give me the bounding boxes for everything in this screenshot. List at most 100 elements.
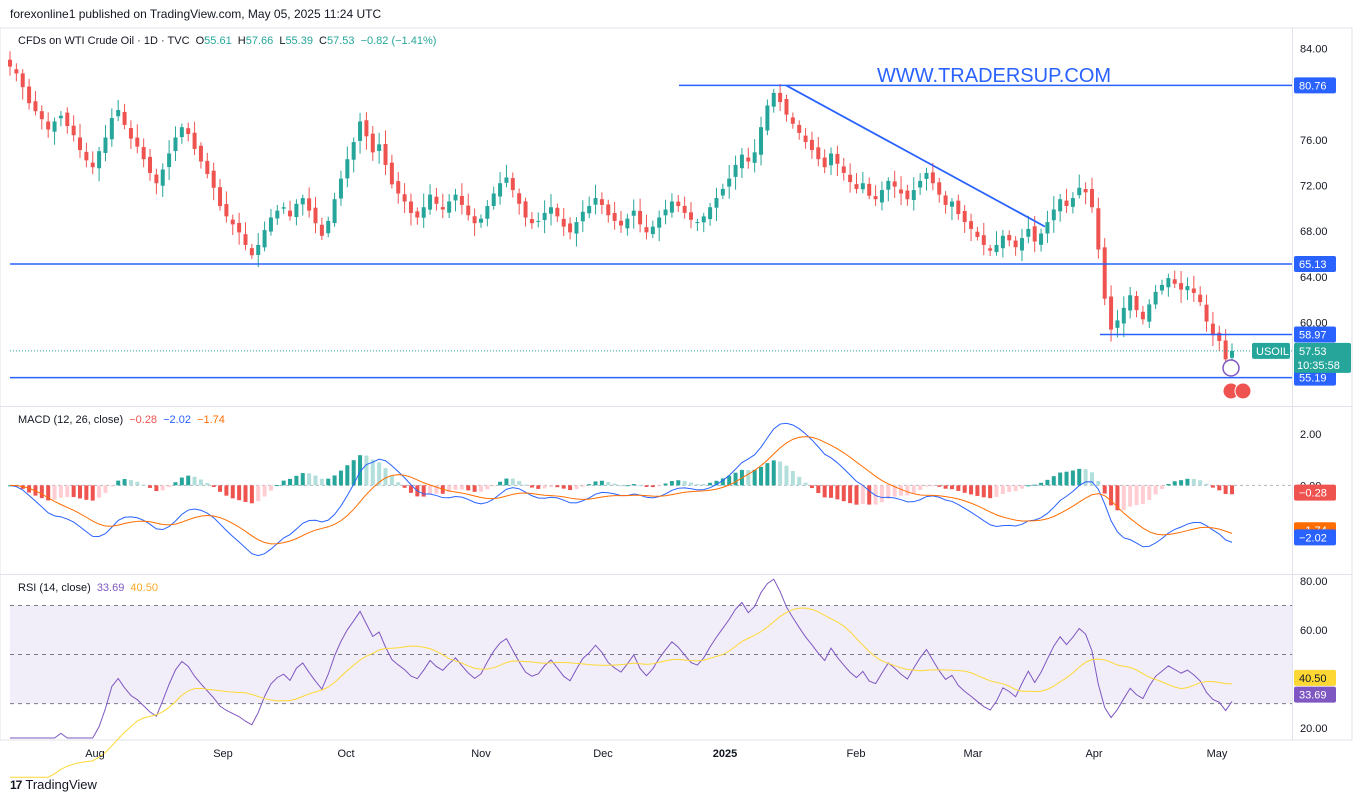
candle-body — [122, 111, 127, 125]
macd-histogram-bar — [402, 485, 407, 488]
symbol-name[interactable]: CFDs on WTI Crude Oil · 1D · TVC — [18, 35, 190, 47]
macd-histogram-bar — [1083, 469, 1088, 486]
macd-histogram-bar — [981, 485, 986, 498]
symbol-tag — [1252, 342, 1290, 359]
macd-histogram-bar — [1223, 485, 1228, 495]
macd-histogram-bar — [879, 485, 884, 503]
macd-histogram-bar — [71, 485, 76, 498]
macd-histogram-bar — [148, 485, 153, 488]
candle-body — [1217, 332, 1222, 341]
macd-histogram-bar — [574, 485, 579, 490]
macd-histogram-bar — [46, 485, 51, 501]
candle-body — [1109, 296, 1114, 330]
macd-histogram-bar — [218, 485, 223, 492]
candle-body — [548, 207, 553, 214]
rsi-tick-label: 80.00 — [1300, 576, 1328, 588]
candle-body — [555, 207, 560, 217]
candle-body — [612, 212, 617, 221]
candle-body — [1147, 304, 1152, 322]
candle-body — [1185, 286, 1190, 291]
macd-name[interactable]: MACD (12, 26, close) — [18, 414, 124, 426]
macd-histogram-bar — [1051, 476, 1056, 486]
macd-histogram-bar — [1179, 480, 1184, 486]
macd-histogram-bar — [256, 485, 261, 502]
candle-body — [657, 217, 662, 228]
candle-body — [307, 198, 312, 211]
macd-histogram-bar — [816, 485, 821, 494]
candle-body — [1191, 288, 1196, 293]
macd-histogram-bar — [326, 478, 331, 486]
candle-body — [1172, 279, 1177, 284]
macd-histogram-bar — [1077, 468, 1082, 486]
macd-histogram-bar — [1070, 470, 1075, 486]
candle-body — [434, 196, 439, 204]
candle-body — [1064, 200, 1069, 207]
macd-histogram-bar — [1039, 482, 1044, 486]
macd-histogram-bar — [1000, 485, 1005, 494]
macd-histogram-bar — [1134, 485, 1139, 506]
macd-histogram-bar — [771, 460, 776, 486]
candle-body — [52, 121, 57, 132]
macd-histogram-bar — [408, 485, 413, 493]
macd-histogram-bar — [1159, 485, 1164, 489]
macd-hist-value: −0.28 — [129, 414, 158, 426]
time-axis-label: Mar — [964, 748, 983, 760]
tradingview-logo-icon: 17 — [10, 777, 22, 792]
candle-body — [733, 164, 738, 177]
macd-histogram-bar — [141, 484, 146, 486]
macd-histogram-bar — [332, 475, 337, 486]
macd-histogram-bar — [593, 481, 598, 486]
macd-tick-label: 2.00 — [1300, 429, 1321, 441]
candle-body — [1223, 340, 1228, 360]
macd-histogram-bar — [1140, 485, 1145, 505]
candle-body — [1230, 350, 1234, 358]
macd-histogram-bar — [1058, 472, 1063, 486]
macd-histogram-bar — [650, 485, 655, 488]
candle-body — [568, 223, 573, 233]
candle-body — [396, 181, 401, 194]
candle-body — [351, 142, 356, 160]
candle-body — [663, 209, 668, 216]
candle-body — [39, 111, 44, 120]
candle-body — [829, 153, 834, 166]
macd-histogram-bar — [644, 485, 649, 487]
candle-body — [619, 220, 623, 226]
candle-body — [606, 204, 611, 216]
high-value: 57.66 — [245, 35, 274, 47]
candle-body — [160, 169, 165, 186]
symbol-tag-label: USOIL — [1256, 346, 1289, 358]
candle-body — [1159, 284, 1164, 291]
candle-body — [523, 201, 528, 218]
candle-body — [338, 178, 343, 199]
macd-histogram-bar — [638, 485, 643, 487]
candle-body — [478, 218, 483, 223]
tradingview-brand: TradingView — [25, 777, 97, 792]
candle-body — [574, 222, 579, 234]
candle-body — [1153, 291, 1158, 305]
macd-histogram-bar — [186, 475, 191, 486]
macd-histogram-bar — [472, 485, 477, 492]
candle-body — [841, 166, 846, 173]
rsi-tick-label: 60.00 — [1300, 625, 1328, 637]
macd-histogram-bar — [160, 485, 165, 491]
macd-histogram-bar — [714, 480, 719, 486]
candle-body — [1026, 228, 1031, 237]
candle-body — [969, 221, 974, 229]
macd-histogram-bar — [803, 482, 808, 486]
macd-histogram-bar — [580, 485, 585, 487]
macd-histogram-bar — [198, 479, 203, 486]
candle-body — [669, 201, 674, 213]
candle-body — [739, 154, 744, 169]
macd-histogram-bar — [606, 481, 611, 486]
macd-histogram-bar — [52, 485, 57, 500]
macd-histogram-bar — [1032, 484, 1037, 486]
time-axis-label: Apr — [1085, 748, 1102, 760]
macd-histogram-bar — [835, 485, 840, 500]
rsi-name[interactable]: RSI (14, close) — [18, 582, 91, 594]
macd-histogram-bar — [128, 480, 133, 486]
macd-line — [9, 422, 1233, 557]
candle-body — [364, 120, 369, 137]
candle-body — [383, 144, 388, 165]
macd-signal-value: −1.74 — [197, 414, 225, 426]
